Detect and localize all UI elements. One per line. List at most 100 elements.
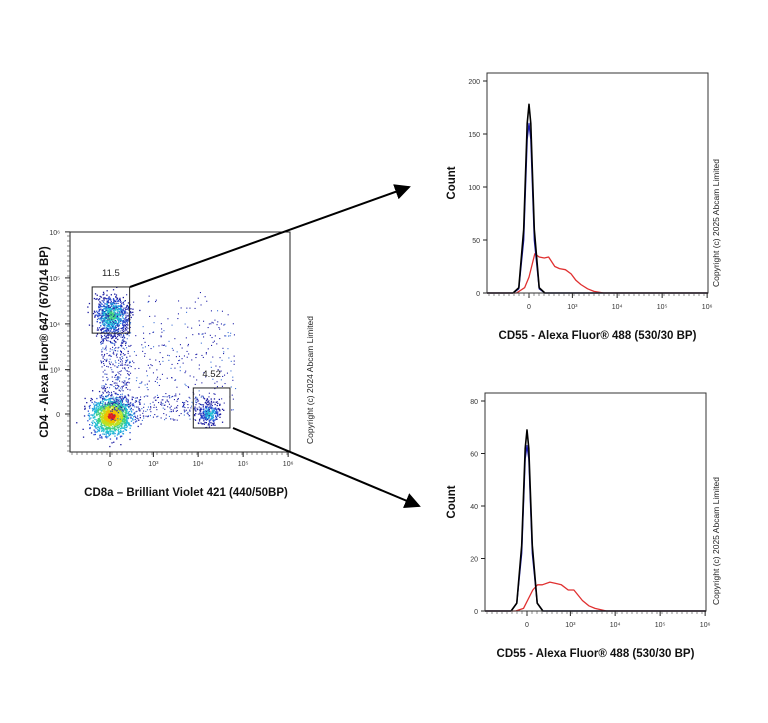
- event-dot: [128, 313, 130, 315]
- event-dot: [208, 412, 210, 414]
- event-dot: [104, 389, 106, 391]
- event-dot: [160, 323, 162, 325]
- dot-plot-y-label: CD4 - Alexa Fluor® 647 (670/14 BP): [39, 246, 51, 438]
- event-dot: [109, 404, 112, 406]
- event-dot: [117, 333, 119, 336]
- event-dot: [121, 399, 123, 401]
- x-tick-label: 0: [525, 622, 529, 629]
- event-dot: [139, 410, 141, 412]
- event-dot: [99, 405, 101, 408]
- event-dot: [114, 402, 116, 404]
- event-dot: [128, 424, 130, 426]
- event-dot: [115, 393, 117, 395]
- gate-1[interactable]: [91, 286, 131, 334]
- gate-2[interactable]: [192, 387, 231, 429]
- event-dot: [102, 407, 105, 409]
- event-dot: [120, 351, 122, 353]
- event-dot: [126, 384, 128, 386]
- event-dot: [158, 345, 160, 347]
- event-dot: [100, 419, 103, 421]
- event-dot: [205, 417, 207, 419]
- event-dot: [124, 416, 126, 419]
- event-dot: [129, 360, 131, 362]
- event-dot: [109, 350, 111, 352]
- event-dot: [121, 313, 123, 315]
- event-dot: [88, 412, 90, 415]
- event-dot: [120, 322, 122, 325]
- event-dot: [219, 338, 221, 340]
- event-dot: [122, 390, 124, 392]
- event-dot: [108, 434, 111, 437]
- event-dot: [124, 324, 126, 326]
- event-dot: [108, 415, 111, 417]
- event-dot: [109, 427, 111, 429]
- event-dot: [119, 409, 121, 411]
- x-tick-label: 10⁵: [655, 622, 666, 629]
- event-dot: [102, 421, 104, 423]
- event-dot: [122, 314, 124, 316]
- event-dot: [101, 340, 103, 342]
- event-dot: [108, 302, 110, 304]
- event-dot: [99, 301, 101, 303]
- event-dot: [99, 318, 101, 320]
- event-dot: [103, 331, 105, 334]
- event-dot: [103, 299, 105, 301]
- event-dot: [206, 405, 208, 408]
- event-dot: [121, 393, 123, 395]
- event-dot: [103, 304, 105, 306]
- event-dot: [101, 321, 103, 323]
- event-dot: [106, 405, 109, 407]
- event-dot: [113, 382, 115, 384]
- event-dot: [118, 389, 120, 391]
- event-dot: [186, 311, 188, 313]
- event-dot: [117, 325, 119, 327]
- event-dot: [133, 412, 136, 414]
- event-dot: [105, 419, 107, 421]
- event-dot: [129, 413, 131, 415]
- event-dot: [121, 427, 123, 429]
- event-dot: [112, 424, 115, 426]
- event-dot: [121, 306, 123, 308]
- event-dot: [212, 417, 215, 419]
- event-dot: [123, 426, 125, 428]
- event-dot: [109, 410, 111, 412]
- event-dot: [125, 404, 127, 406]
- event-dot: [122, 403, 124, 405]
- event-dot: [125, 329, 127, 331]
- event-dot: [127, 394, 129, 396]
- event-dot: [127, 401, 129, 403]
- event-dot: [89, 424, 91, 426]
- event-dot: [111, 404, 113, 406]
- event-dot: [104, 399, 106, 401]
- event-dot: [202, 406, 204, 408]
- event-dot: [119, 371, 121, 373]
- event-dot: [169, 411, 171, 413]
- event-dot: [128, 414, 130, 416]
- event-dot: [107, 405, 109, 407]
- event-dot: [101, 336, 103, 338]
- event-dot: [165, 414, 167, 416]
- event-dot: [87, 311, 89, 314]
- event-dot: [126, 318, 128, 321]
- event-dot: [219, 357, 221, 359]
- event-dot: [101, 425, 103, 427]
- event-dot: [114, 300, 116, 302]
- event-dot: [100, 411, 102, 414]
- event-dot: [226, 372, 228, 374]
- event-dot: [107, 411, 109, 413]
- event-dot: [111, 327, 113, 329]
- x-tick-label: 10⁵: [657, 304, 668, 311]
- event-dot: [114, 316, 116, 318]
- event-dot: [208, 392, 210, 394]
- event-dot: [113, 411, 115, 414]
- event-dot: [149, 409, 151, 411]
- event-dot: [210, 419, 212, 421]
- event-dot: [109, 419, 111, 421]
- event-dot: [129, 424, 131, 427]
- event-dot: [217, 321, 219, 323]
- event-dot: [163, 344, 165, 346]
- event-dot: [207, 410, 209, 412]
- event-dot: [198, 390, 200, 392]
- event-dot: [122, 319, 125, 322]
- event-dot: [104, 429, 106, 431]
